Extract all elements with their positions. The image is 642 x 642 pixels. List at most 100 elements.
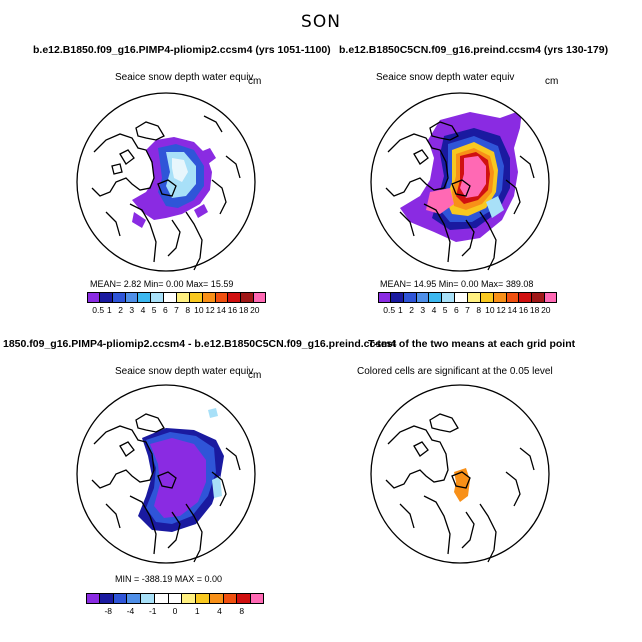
colorbar-label: 5 — [442, 305, 448, 315]
coastlines — [385, 121, 535, 271]
colorbar-swatch — [127, 593, 142, 604]
colorbar-label: 7 — [465, 305, 470, 315]
panel-1-map — [76, 92, 256, 272]
sea-ice-white — [172, 158, 188, 182]
colorbar-swatch — [254, 292, 267, 303]
panel-1-units: cm — [248, 76, 262, 87]
colorbar-label: 4 — [431, 305, 437, 315]
colorbar-swatch — [113, 593, 128, 604]
colorbar-label: 18 — [529, 305, 540, 315]
colorbar-label: -1 — [148, 606, 157, 616]
colorbar-swatch — [237, 593, 252, 604]
map-boundary — [76, 92, 256, 272]
colorbar-label: 3 — [420, 305, 426, 315]
colorbar-swatch — [455, 292, 469, 303]
sea-ice-fringe — [132, 148, 216, 228]
map-boundary — [370, 92, 550, 272]
colorbar-label: 14 — [507, 305, 517, 315]
colorbar-swatch — [480, 292, 494, 303]
colorbar-swatch — [182, 593, 197, 604]
colorbar-label: 5 — [151, 305, 157, 315]
panel-2-map — [370, 92, 550, 272]
panel-3-title: 1850.f09_g16.PIMP4-pliomip2.ccsm4 - b.e1… — [3, 338, 397, 350]
panel-1-stats: MEAN= 2.82 Min= 0.00 Max= 15.59 — [90, 279, 234, 289]
colorbar-label: 8 — [239, 606, 245, 616]
colorbar-swatch — [112, 292, 126, 303]
colorbar-swatch — [168, 593, 183, 604]
diff-violet — [150, 438, 206, 518]
colorbar-swatch — [532, 292, 546, 303]
panel-4-map — [370, 384, 550, 564]
colorbar-swatch — [87, 292, 100, 303]
map-boundary — [76, 384, 256, 564]
colorbar-label: 12 — [205, 305, 215, 315]
colorbar-label: 10 — [485, 305, 495, 315]
colorbar-label: 20 — [541, 305, 551, 315]
colorbar-label: 8 — [476, 305, 482, 315]
colorbar-swatch — [151, 292, 165, 303]
colorbar-swatch — [403, 292, 417, 303]
colorbar-swatch — [99, 292, 113, 303]
colorbar-swatch — [138, 292, 152, 303]
colorbar-swatch — [519, 292, 533, 303]
colorbar-swatch — [86, 593, 100, 604]
panel-4-variable: Colored cells are significant at the 0.0… — [357, 366, 553, 377]
colorbar-label: 4 — [140, 305, 146, 315]
panel-1-colorbar-labels: 0.5 1 2 3 4 5 6 7 8 10 12 14 16 18 20 — [87, 305, 266, 317]
panel-2-stats: MEAN= 14.95 Min= 0.00 Max= 389.08 — [380, 279, 534, 289]
colorbar-swatch — [468, 292, 481, 303]
panel-4-title: T-test of the two means at each grid poi… — [368, 338, 576, 350]
panel-3-colorbar — [86, 593, 264, 604]
colorbar-label: 4 — [217, 606, 222, 616]
panel-3-colorbar-labels: -8 -4 -1 0 1 4 8 — [86, 606, 264, 618]
colorbar-swatch — [141, 593, 155, 604]
colorbar-label: 12 — [496, 305, 506, 315]
colorbar-swatch — [228, 292, 242, 303]
colorbar-swatch — [154, 593, 169, 604]
diff-lightblue — [208, 408, 222, 498]
figure-title: SON — [301, 12, 341, 32]
colorbar-label: 0.5 — [383, 305, 396, 315]
colorbar-label: 8 — [185, 305, 191, 315]
colorbar-swatch — [506, 292, 520, 303]
colorbar-swatch — [442, 292, 456, 303]
colorbar-label: 2 — [118, 305, 123, 315]
panel-3-stats: MIN = -388.19 MAX = 0.00 — [115, 574, 223, 584]
colorbar-swatch — [189, 292, 203, 303]
colorbar-swatch — [416, 292, 430, 303]
colorbar-label: 2 — [409, 305, 414, 315]
panel-2-variable: Seaice snow depth water equiv — [376, 72, 515, 83]
colorbar-label: 0 — [172, 606, 178, 616]
colorbar-swatch — [209, 593, 224, 604]
map-boundary — [370, 384, 550, 564]
colorbar-swatch — [251, 593, 264, 604]
colorbar-label: 6 — [453, 305, 459, 315]
colorbar-label: 0.5 — [92, 305, 105, 315]
colorbar-swatch — [493, 292, 507, 303]
colorbar-label: 18 — [238, 305, 249, 315]
colorbar-label: 14 — [216, 305, 226, 315]
colorbar-swatch — [378, 292, 391, 303]
colorbar-label: 16 — [518, 305, 529, 315]
colorbar-swatch — [177, 292, 190, 303]
sea-ice-pink-west — [426, 188, 454, 214]
colorbar-swatch — [545, 292, 558, 303]
colorbar-swatch — [390, 292, 404, 303]
panel-1-title: b.e12.B1850.f09_g16.PIMP4-pliomip2.ccsm4… — [33, 44, 331, 56]
colorbar-label: 6 — [162, 305, 168, 315]
colorbar-label: 20 — [250, 305, 260, 315]
panel-2-title: b.e12.B1850C5CN.f09_g16.preind.ccsm4 (yr… — [339, 44, 609, 56]
coastlines — [91, 115, 241, 271]
sea-ice-pink — [460, 156, 486, 198]
coastlines — [91, 413, 241, 563]
sea-ice-lightblue-patch — [486, 196, 504, 218]
colorbar-swatch — [196, 593, 210, 604]
colorbar-label: -8 — [104, 606, 113, 616]
coastlines — [385, 413, 535, 563]
colorbar-label: 10 — [194, 305, 204, 315]
panel-3-variable: Seaice snow depth water equiv — [115, 366, 254, 377]
colorbar-label: 7 — [174, 305, 179, 315]
colorbar-swatch — [202, 292, 216, 303]
significance-patch — [454, 468, 470, 502]
colorbar-swatch — [164, 292, 178, 303]
